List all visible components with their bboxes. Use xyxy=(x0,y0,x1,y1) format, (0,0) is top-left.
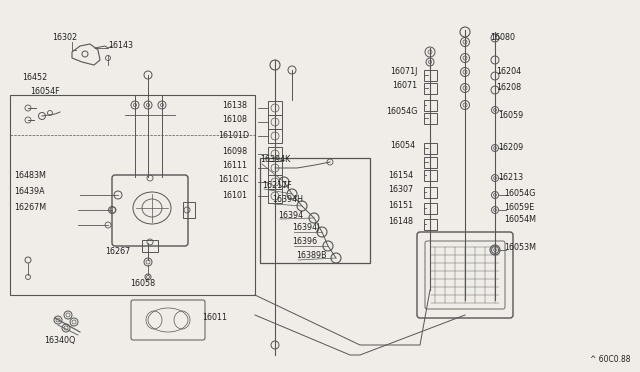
Text: 16394K: 16394K xyxy=(260,155,291,164)
Text: 16098: 16098 xyxy=(222,148,247,157)
Bar xyxy=(260,158,370,263)
Text: 16054G: 16054G xyxy=(386,108,417,116)
Text: 16154: 16154 xyxy=(388,170,413,180)
Bar xyxy=(424,70,436,80)
Text: 16267M: 16267M xyxy=(14,202,46,212)
Bar xyxy=(424,83,436,93)
Text: 16394H: 16394H xyxy=(272,196,303,205)
Bar xyxy=(268,161,282,175)
Text: 16101: 16101 xyxy=(222,190,247,199)
Bar xyxy=(424,112,436,124)
Text: 16396: 16396 xyxy=(292,237,317,247)
Text: 16204: 16204 xyxy=(496,67,521,77)
Text: 16151: 16151 xyxy=(388,202,413,211)
Bar xyxy=(268,129,282,143)
Bar xyxy=(268,115,282,129)
Text: 16389B: 16389B xyxy=(296,251,326,260)
Text: 16307: 16307 xyxy=(388,186,413,195)
Text: 16108: 16108 xyxy=(222,115,247,125)
Text: 16138: 16138 xyxy=(222,100,247,109)
Bar xyxy=(268,147,282,161)
Bar xyxy=(142,240,158,252)
Text: 16011: 16011 xyxy=(202,314,227,323)
Text: 16302: 16302 xyxy=(52,33,77,42)
Text: 16101C: 16101C xyxy=(218,176,248,185)
Bar xyxy=(268,175,282,189)
Bar xyxy=(10,95,255,295)
Text: 16059E: 16059E xyxy=(504,202,534,212)
Text: 16394J: 16394J xyxy=(292,224,319,232)
Text: 16071: 16071 xyxy=(392,80,417,90)
Text: 16394: 16394 xyxy=(278,211,303,219)
Bar xyxy=(424,142,436,154)
Text: 16054F: 16054F xyxy=(30,87,60,96)
Bar xyxy=(424,218,436,230)
Text: 16452: 16452 xyxy=(22,74,47,83)
Text: 16071J: 16071J xyxy=(390,67,417,77)
Text: 16340Q: 16340Q xyxy=(44,336,76,344)
Bar xyxy=(268,101,282,115)
Text: 16080: 16080 xyxy=(490,33,515,42)
Bar xyxy=(424,186,436,198)
Text: 16101D: 16101D xyxy=(218,131,249,140)
Text: 16213: 16213 xyxy=(498,173,523,183)
Bar xyxy=(183,202,195,218)
Text: 16054: 16054 xyxy=(390,141,415,150)
Text: 16059: 16059 xyxy=(498,110,524,119)
Text: 16217F: 16217F xyxy=(262,180,292,189)
Text: 16111: 16111 xyxy=(222,161,247,170)
Bar xyxy=(424,157,436,167)
Text: 16439A: 16439A xyxy=(14,187,45,196)
Text: 16054G: 16054G xyxy=(504,189,536,198)
Text: 16054M: 16054M xyxy=(504,215,536,224)
Bar xyxy=(424,202,436,214)
Bar xyxy=(424,170,436,180)
Text: 16143: 16143 xyxy=(108,41,133,49)
Text: 16058: 16058 xyxy=(130,279,155,289)
Text: 16209: 16209 xyxy=(498,144,524,153)
Text: 16053M: 16053M xyxy=(504,244,536,253)
Text: ^ 60C0.88: ^ 60C0.88 xyxy=(590,356,630,365)
Text: 16148: 16148 xyxy=(388,218,413,227)
Text: 16208: 16208 xyxy=(496,83,521,92)
Bar xyxy=(424,99,436,110)
Text: 16483M: 16483M xyxy=(14,171,46,180)
Text: 16267: 16267 xyxy=(105,247,131,257)
Bar xyxy=(268,189,282,203)
